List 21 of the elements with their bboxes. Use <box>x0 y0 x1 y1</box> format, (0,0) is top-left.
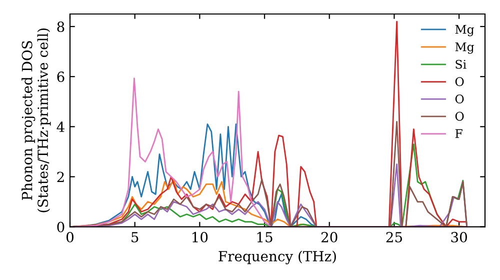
x-tick-label: 20 <box>321 232 338 242</box>
y-tick-label: 2 <box>57 172 64 182</box>
y-tick-label: 6 <box>57 72 64 82</box>
x-tick-label: 30 <box>451 232 467 242</box>
legend-label: O <box>455 112 464 121</box>
y-tick-label: 8 <box>57 21 64 32</box>
y-tick-label: 4 <box>56 122 64 132</box>
x-tick-label: 0 <box>66 232 74 242</box>
legend-label: Mg <box>455 42 474 54</box>
x-tick-label: 5 <box>132 232 138 242</box>
legend-label: O <box>455 77 464 86</box>
legend-label: Mg <box>455 24 474 36</box>
legend-label: F <box>455 129 462 138</box>
x-tick-label: 15 <box>257 232 272 242</box>
y-axis-title: Phonon projected DOS (States/THz·primitive cell) <box>22 28 51 212</box>
x-tick-label: 25 <box>386 232 402 242</box>
legend-label: Si <box>456 60 466 69</box>
y-tick-label: 0 <box>57 222 64 232</box>
legend-label: O <box>455 94 464 104</box>
x-tick-label: 10 <box>192 232 208 242</box>
x-axis-title: Frequency (THz) <box>218 250 336 264</box>
